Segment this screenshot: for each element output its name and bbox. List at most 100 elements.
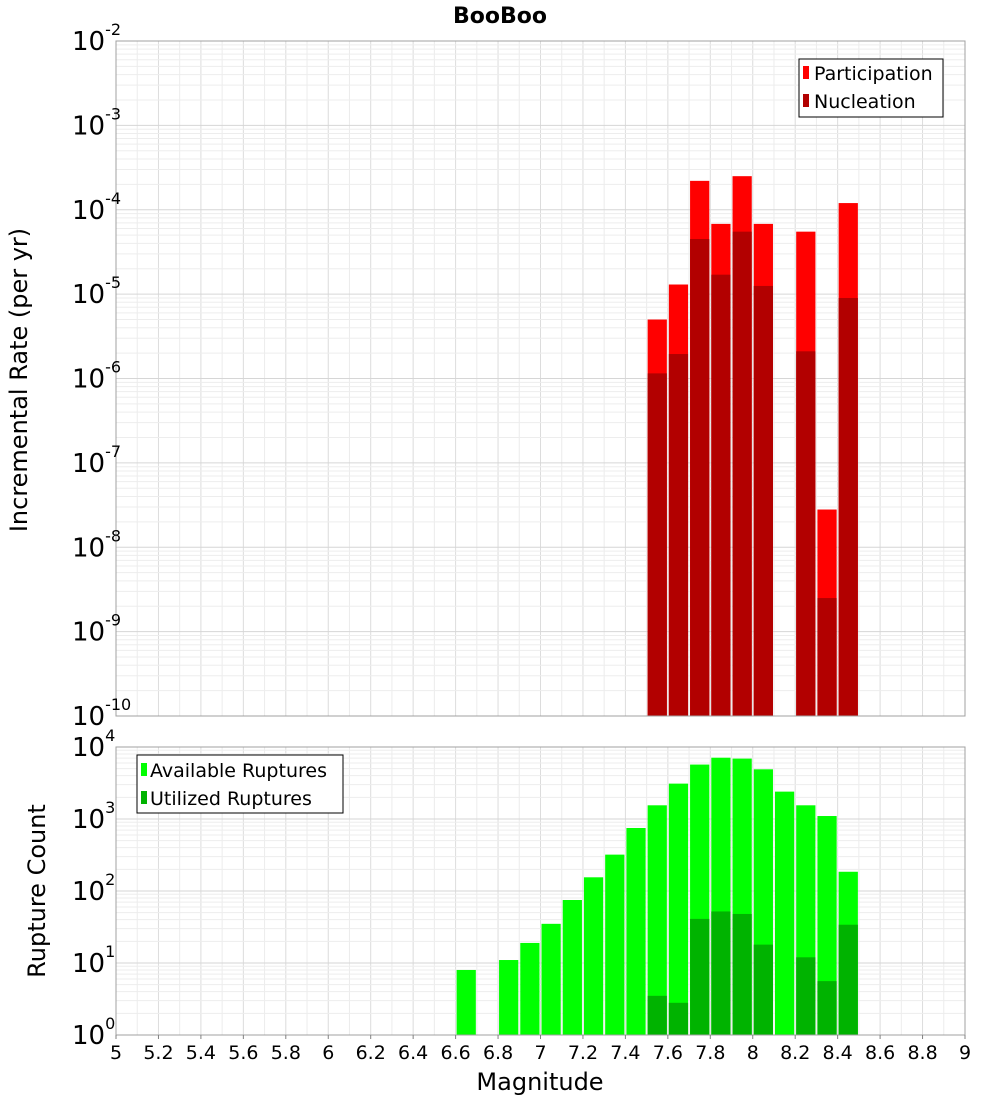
rate-y-tick-exponent: -9 [105, 611, 121, 630]
available-ruptures-bar [541, 923, 561, 1035]
rate-plot-frame [115, 40, 966, 717]
nucleation-bar [647, 373, 667, 716]
nucleation-bar [732, 231, 752, 716]
available-ruptures-bar [562, 899, 582, 1035]
nucleation-bar [753, 285, 773, 716]
x-tick-label: 5.6 [228, 1042, 258, 1064]
rate-y-tick-exponent: -7 [105, 442, 121, 461]
available-ruptures-bar [583, 877, 604, 1035]
count-panel: 100 101 102 103 1 0 4 5 5.2 5.4 5.6 5.8 6 6.2 6.4 6.6 6… [23, 726, 971, 1096]
rate-y-tick-exponent: -3 [105, 104, 121, 123]
legend-label-nucleation: Nucleation [814, 91, 916, 113]
x-tick-label: 7.2 [568, 1042, 598, 1064]
available-ruptures-bar [647, 805, 667, 1035]
available-ruptures-bar [520, 942, 540, 1035]
x-tick-label: 5.4 [186, 1042, 216, 1064]
legend-label-utilized: Utilized Ruptures [150, 788, 312, 810]
rate-y-tick-exponent: -4 [105, 189, 121, 208]
count-y-tick-exponent: 2 [105, 870, 115, 889]
available-ruptures-bar [668, 783, 689, 1035]
x-tick-label: 8 [747, 1042, 759, 1064]
rate-y-tick-label: 10-5 [72, 273, 121, 310]
x-tick-label: 6 [322, 1042, 334, 1064]
rate-y-tick-exponent: -2 [105, 20, 121, 39]
rate-y-tick-exponent: -5 [105, 273, 121, 292]
count-y-tick-label: 101 [72, 942, 115, 979]
available-ruptures-bar [626, 827, 646, 1035]
nucleation-bar [817, 598, 837, 716]
nucleation-bar [838, 297, 858, 716]
available-ruptures-bar [499, 960, 519, 1035]
x-axis-label: Magnitude [476, 1068, 603, 1096]
available-ruptures-bar [774, 791, 795, 1035]
rate-y-tick-label: 10-2 [72, 20, 121, 57]
rate-panel: 10-10 10-9 10-8 10-7 10-6 10-5 10-4 10-3 10-2 In… [5, 20, 966, 732]
rate-y-tick-label: 10-4 [72, 189, 121, 226]
rate-y-tick-label: 10-3 [72, 104, 121, 141]
nucleation-bar [668, 354, 689, 716]
count-y-axis-label: Rupture Count [23, 804, 51, 978]
legend-swatch-participation [803, 66, 809, 79]
rate-y-tick-exponent: -6 [105, 358, 121, 377]
count-y-ticks: 100 101 102 103 1 0 4 [72, 726, 115, 1051]
rate-y-tick-label: 10-9 [72, 611, 121, 648]
x-tick-label: 7.4 [610, 1042, 640, 1064]
utilized-ruptures-bar [711, 911, 731, 1035]
rate-y-tick-exponent: -8 [105, 526, 121, 545]
x-tick-label: 6.6 [440, 1042, 470, 1064]
x-tick-label: 7.6 [653, 1042, 683, 1064]
count-y-tick-exponent: 3 [105, 798, 115, 817]
x-tick-label: 8.4 [823, 1042, 853, 1064]
x-tick-label: 8.2 [780, 1042, 810, 1064]
x-tick-label: 6.2 [356, 1042, 386, 1064]
rate-bars [647, 176, 858, 716]
count-y-tick-exponent: 1 [105, 942, 115, 961]
count-y-tick-label: 102 [72, 870, 115, 907]
rate-y-tick-label: 10-8 [72, 526, 121, 563]
available-ruptures-bar [605, 854, 625, 1035]
rate-y-tick-label: 10-7 [72, 442, 121, 479]
utilized-ruptures-bar [796, 957, 816, 1035]
x-tick-label: 7 [534, 1042, 546, 1064]
x-tick-label: 8.8 [907, 1042, 937, 1064]
count-y-tick-exponent: 0 [105, 1014, 115, 1033]
rate-legend-box [798, 58, 944, 118]
legend-swatch-available [141, 763, 147, 776]
legend-swatch-utilized [141, 791, 147, 804]
count-legend: Available Ruptures Utilized Ruptures [136, 754, 344, 814]
utilized-ruptures-bar [668, 1002, 689, 1035]
count-bars [456, 757, 858, 1035]
utilized-ruptures-bar [647, 995, 667, 1035]
available-ruptures-bar [456, 969, 476, 1035]
x-tick-label: 5.2 [143, 1042, 173, 1064]
count-legend-box [136, 754, 344, 814]
count-y-tick-label: 103 [72, 798, 115, 835]
legend-swatch-nucleation [803, 94, 809, 107]
x-tick-label: 9 [959, 1042, 971, 1064]
count-y-tick-label: 100 [72, 1014, 115, 1051]
chart-title: BooBoo [453, 4, 547, 29]
count-y-tick-exponent: 4 [105, 726, 115, 745]
rate-y-ticks: 10-10 10-9 10-8 10-7 10-6 10-5 10-4 10-3 10-2 [72, 20, 131, 732]
rate-legend: Participation Nucleation [798, 58, 944, 118]
x-tick-label: 5 [110, 1042, 122, 1064]
utilized-ruptures-bar [753, 944, 773, 1035]
legend-label-available: Available Ruptures [150, 760, 327, 782]
rate-grid [115, 41, 966, 717]
utilized-ruptures-bar [732, 913, 752, 1035]
available-ruptures-bar [817, 816, 837, 1035]
legend-label-participation: Participation [814, 63, 933, 85]
x-tick-label: 6.4 [398, 1042, 428, 1064]
x-tick-label: 6.8 [483, 1042, 513, 1064]
rate-y-tick-exponent: -10 [105, 695, 131, 714]
x-tick-label: 8.6 [865, 1042, 895, 1064]
rate-y-tick-label: 10-10 [72, 695, 131, 732]
x-tick-label: 7.8 [695, 1042, 725, 1064]
nucleation-bar [711, 274, 731, 716]
nucleation-bar [796, 351, 816, 716]
count-x-ticks: 5 5.2 5.4 5.6 5.8 6 6.2 6.4 6.6 6.8 7 7.2 7.4 7.6 7.8 8… [110, 1035, 971, 1064]
utilized-ruptures-bar [817, 981, 837, 1035]
utilized-ruptures-bar [838, 924, 858, 1035]
rate-y-tick-label: 10-6 [72, 358, 121, 395]
